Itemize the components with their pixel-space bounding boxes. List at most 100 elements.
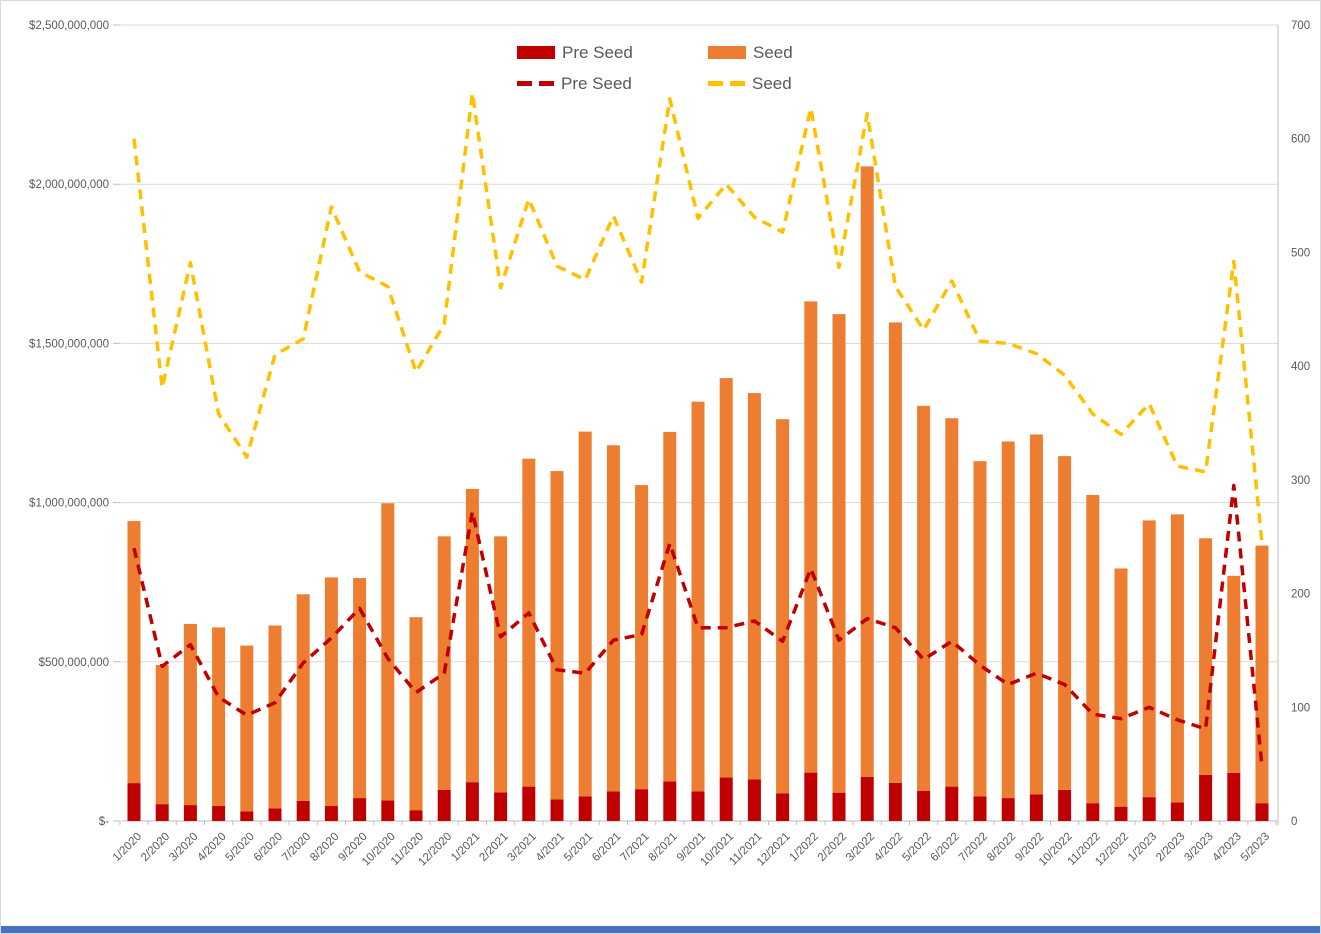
- bar-seed: [945, 418, 959, 787]
- legend-label: Seed: [753, 43, 793, 62]
- bar-pre-seed: [127, 783, 141, 821]
- bar-pre-seed: [268, 808, 282, 821]
- bar-pre-seed: [691, 791, 705, 821]
- bar-pre-seed: [888, 782, 902, 821]
- left-axis-label: $-: [99, 816, 109, 828]
- bar-seed: [1199, 538, 1213, 775]
- bar-seed: [268, 625, 282, 809]
- bar-pre-seed: [212, 806, 226, 821]
- bar-seed: [183, 623, 197, 806]
- bar-pre-seed: [409, 810, 423, 821]
- bar-seed: [747, 393, 761, 780]
- bar-seed: [1058, 456, 1072, 790]
- bar-seed: [804, 301, 818, 773]
- x-axis-label: 6/2021: [590, 831, 623, 864]
- bar-seed: [494, 536, 508, 793]
- legend-label: Pre Seed: [562, 43, 633, 62]
- x-axis-label: 1/2022: [788, 831, 821, 864]
- bar-pre-seed: [945, 786, 959, 821]
- bar-seed: [1001, 441, 1015, 799]
- bar-pre-seed: [1227, 772, 1241, 821]
- bar-pre-seed: [860, 776, 874, 821]
- bar-seed: [860, 166, 874, 777]
- bar-pre-seed: [917, 790, 931, 821]
- x-axis-label: 5/2020: [224, 831, 257, 864]
- bar-pre-seed: [381, 800, 395, 821]
- left-axis-label: $1,000,000,000: [29, 498, 109, 510]
- legend-item-pre-seed-bar: Pre Seed: [517, 44, 633, 61]
- bar-pre-seed: [1142, 797, 1156, 821]
- line-pre-seed: [132, 483, 1264, 767]
- bar-seed: [155, 664, 169, 805]
- left-axis-label: $2,000,000,000: [29, 179, 109, 191]
- right-axis-label: 600: [1291, 134, 1310, 146]
- right-axis-label: 300: [1291, 475, 1310, 487]
- bar-pre-seed: [747, 779, 761, 821]
- bar-pre-seed: [1170, 802, 1184, 821]
- bar-pre-seed: [719, 777, 733, 821]
- x-axis-label: 1/2023: [1126, 831, 1159, 864]
- seed-dash-swatch: [708, 81, 745, 86]
- x-axis-label: 5/2023: [1239, 831, 1272, 864]
- window-edge-bar: [1, 926, 1320, 933]
- x-axis-label: 5/2021: [562, 831, 595, 864]
- x-axis-label: 8/2020: [308, 831, 341, 864]
- x-axis-label: 3/2022: [844, 831, 877, 864]
- bar-seed: [1029, 434, 1043, 795]
- x-axis-label: 1/2021: [449, 831, 482, 864]
- x-axis-label: 3/2023: [1182, 831, 1215, 864]
- right-axis-label: 700: [1291, 20, 1310, 32]
- bar-pre-seed: [1029, 794, 1043, 821]
- x-axis-label: 2/2023: [1154, 831, 1187, 864]
- bar-seed: [1170, 514, 1184, 803]
- bar-seed: [240, 645, 254, 812]
- x-axis-label: 6/2022: [929, 831, 962, 864]
- bar-pre-seed: [494, 792, 508, 821]
- bar-pre-seed: [240, 811, 254, 821]
- bar-seed: [606, 445, 620, 792]
- bar-seed: [973, 461, 987, 797]
- x-axis-label: 3/2021: [506, 831, 539, 864]
- x-axis-label: 4/2021: [534, 831, 567, 864]
- bar-seed: [324, 577, 338, 807]
- bar-pre-seed: [1199, 774, 1213, 821]
- right-axis-label: 0: [1291, 816, 1297, 828]
- pre-seed-bar-swatch: [517, 46, 555, 59]
- bar-seed: [1142, 520, 1156, 798]
- bar-pre-seed: [522, 786, 536, 821]
- bar-seed: [1255, 545, 1269, 804]
- bar-seed: [719, 378, 733, 778]
- x-axis-label: 8/2021: [647, 831, 680, 864]
- x-axis-label: 7/2022: [957, 831, 990, 864]
- right-axis-label: 200: [1291, 589, 1310, 601]
- bar-pre-seed: [663, 781, 677, 821]
- bar-seed: [409, 617, 423, 811]
- bar-seed: [465, 488, 479, 783]
- bar-pre-seed: [973, 796, 987, 821]
- x-axis-label: 3/2020: [167, 831, 200, 864]
- seed-bar-swatch: [708, 46, 746, 59]
- x-axis-label: 7/2021: [618, 831, 651, 864]
- bar-seed: [663, 431, 677, 782]
- bar-seed: [522, 458, 536, 787]
- bar-seed: [212, 627, 226, 807]
- bar-pre-seed: [1086, 803, 1100, 821]
- legend-item-pre-seed-line: Pre Seed: [517, 75, 632, 92]
- right-axis-label: 500: [1291, 247, 1310, 259]
- bar-seed: [1086, 494, 1100, 804]
- legend-item-seed-line: Seed: [708, 75, 792, 92]
- bar-pre-seed: [1001, 798, 1015, 821]
- bar-seed: [832, 314, 846, 793]
- bar-pre-seed: [606, 791, 620, 821]
- bar-pre-seed: [465, 782, 479, 821]
- bar-seed: [691, 401, 705, 792]
- x-axis-label: 2/2020: [139, 831, 172, 864]
- bar-pre-seed: [183, 805, 197, 821]
- x-axis-label: 7/2020: [280, 831, 313, 864]
- bar-seed: [353, 578, 367, 799]
- bar-pre-seed: [578, 796, 592, 821]
- bar-seed: [550, 471, 564, 800]
- x-axis-label: 1/2020: [111, 831, 144, 864]
- bar-seed: [1114, 568, 1128, 807]
